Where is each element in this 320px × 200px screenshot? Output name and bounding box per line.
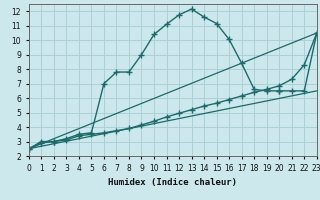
X-axis label: Humidex (Indice chaleur): Humidex (Indice chaleur) (108, 178, 237, 187)
